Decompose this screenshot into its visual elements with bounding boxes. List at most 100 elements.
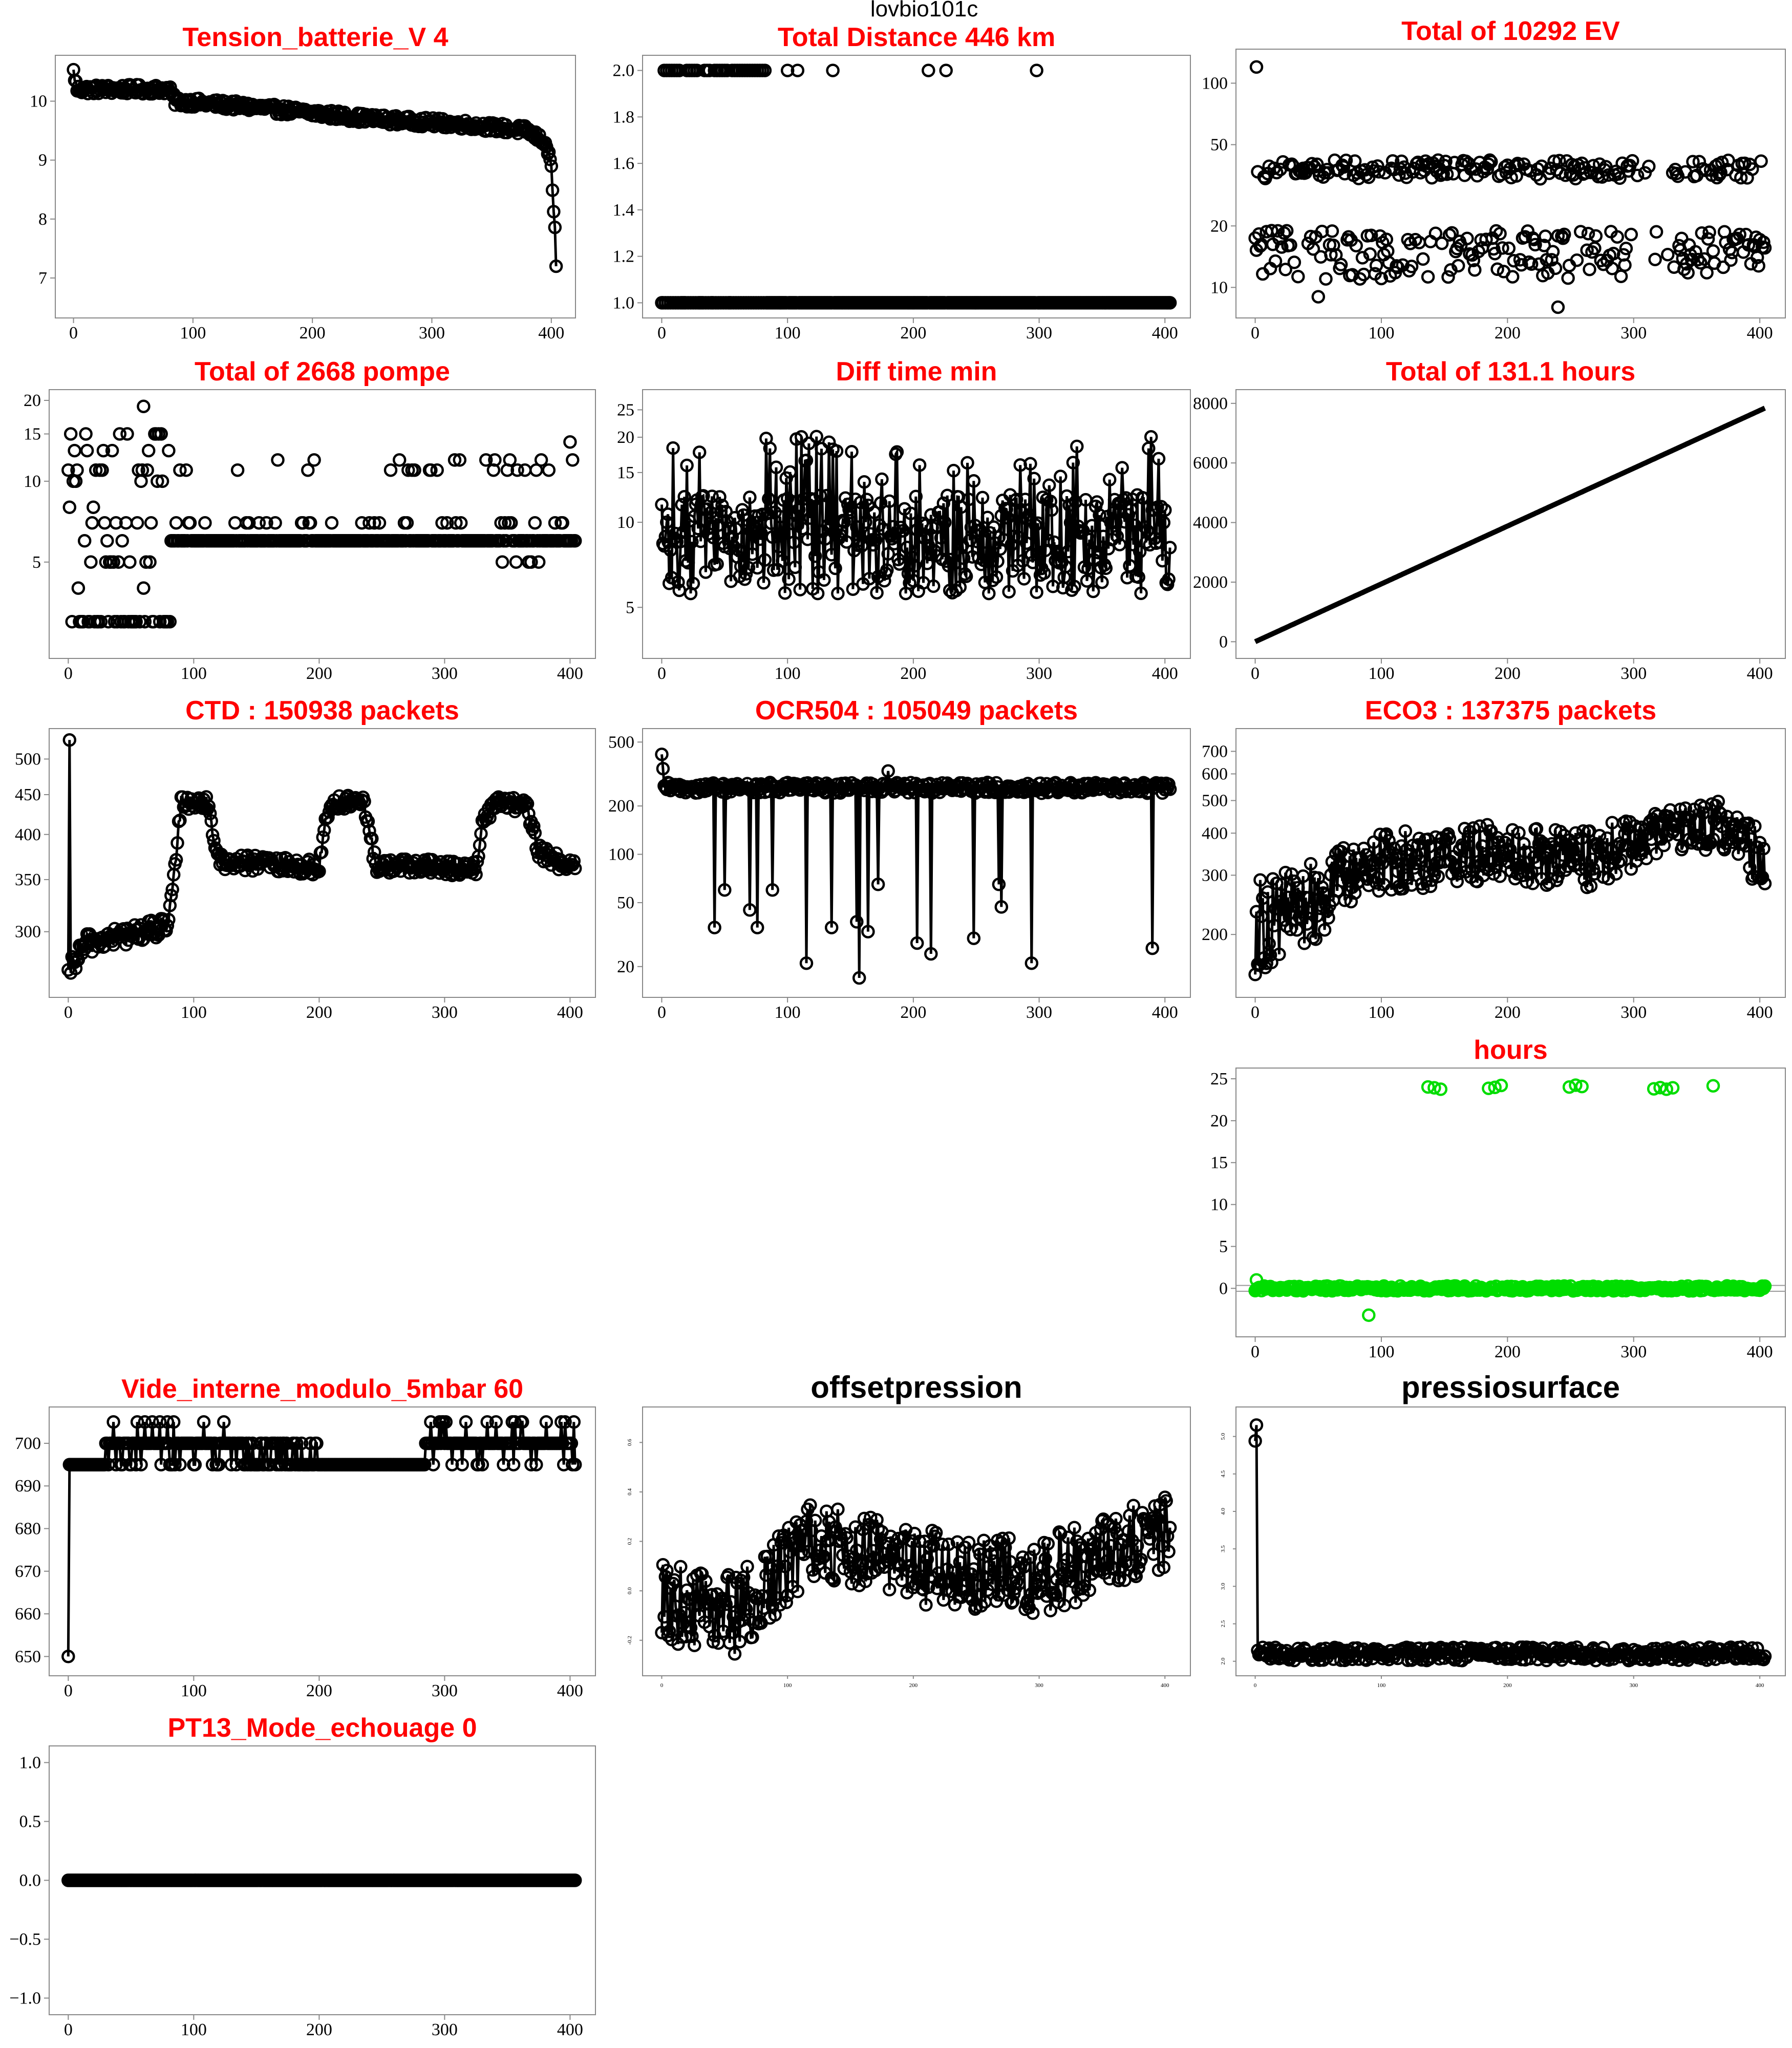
data-point [1502, 241, 1516, 255]
data-point [662, 1624, 676, 1638]
data-point [1041, 534, 1055, 547]
data-point [80, 443, 94, 458]
data-point [1137, 491, 1150, 505]
x-tick-label: 300 [1026, 664, 1052, 683]
data-point [1126, 1499, 1141, 1512]
x-tick-label: 100 [1368, 1003, 1394, 1022]
data-point [776, 554, 790, 568]
data-point [732, 543, 745, 557]
data-point [848, 1520, 863, 1534]
data-point [803, 1498, 817, 1512]
data-point [959, 569, 973, 583]
data-point [1666, 1081, 1680, 1095]
data-point [1758, 877, 1772, 890]
data-point [702, 63, 717, 77]
x-tick-label: 300 [432, 664, 458, 683]
y-tick-label: 6000 [1193, 454, 1228, 473]
data-point [1025, 548, 1039, 562]
data-point [1355, 251, 1370, 265]
chart-title: pressiosurface [1401, 1370, 1620, 1404]
data-point [779, 1595, 793, 1609]
y-tick-label: 0.6 [627, 1439, 633, 1446]
data-point [1539, 229, 1552, 243]
data-point [544, 159, 559, 173]
data-point [188, 1458, 202, 1471]
data-point [424, 463, 438, 477]
data-point [808, 549, 822, 563]
data-point [868, 533, 883, 547]
data-point [1321, 911, 1335, 925]
y-tick-label: 670 [15, 1562, 41, 1581]
data-point [1494, 1078, 1508, 1093]
data-point [762, 492, 776, 506]
data-point [967, 931, 981, 945]
x-tick-label: 100 [1368, 1342, 1394, 1361]
data-point [787, 535, 801, 549]
data-point [470, 855, 484, 869]
plot-frame [642, 55, 1191, 318]
data-point [1546, 245, 1560, 259]
data-point [365, 831, 379, 846]
data-point [224, 1458, 239, 1471]
data-point [170, 836, 184, 850]
data-point [845, 1576, 859, 1591]
x-tick-label: 200 [900, 1003, 926, 1022]
data-point [891, 1531, 905, 1546]
data-point [1032, 546, 1046, 560]
data-point [271, 453, 285, 467]
data-point [962, 1535, 976, 1549]
data-point [1741, 238, 1756, 252]
data-point [782, 572, 796, 586]
data-point [1490, 262, 1504, 276]
data-point [1132, 570, 1145, 584]
data-point [497, 1458, 510, 1471]
data-point [1287, 255, 1302, 269]
data-point [953, 580, 967, 594]
y-tick-label: 100 [1202, 74, 1228, 93]
data-point [982, 586, 996, 601]
data-point [980, 510, 995, 525]
data-point [106, 555, 120, 569]
data-point [1130, 1539, 1144, 1553]
data-point [1379, 827, 1394, 841]
data-point [724, 1595, 738, 1609]
data-point [695, 1567, 709, 1581]
data-point [1335, 874, 1349, 888]
data-point [1551, 300, 1565, 314]
data-point [1754, 154, 1768, 168]
data-point [1416, 881, 1430, 895]
data-point [1681, 813, 1695, 827]
data-point [740, 1560, 754, 1573]
data-point [160, 919, 175, 933]
x-tick-label: 400 [1747, 1003, 1773, 1022]
data-point [1404, 260, 1419, 273]
x-tick-label: 400 [557, 664, 583, 683]
data-point [882, 1583, 897, 1597]
data-point [518, 463, 532, 477]
data-point [1043, 494, 1057, 508]
data-point [754, 526, 768, 540]
data-point [1349, 239, 1363, 253]
data-point [434, 1436, 448, 1450]
data-point [850, 915, 864, 929]
data-point [549, 259, 563, 273]
data-point [793, 583, 807, 596]
data-point [974, 1599, 988, 1613]
data-point [1681, 266, 1695, 280]
data-point [138, 614, 152, 629]
data-point [1129, 1569, 1143, 1584]
data-point [1412, 831, 1426, 845]
data-point [230, 463, 245, 477]
data-point [716, 1624, 731, 1638]
data-point [1534, 159, 1549, 173]
data-point [1270, 877, 1284, 890]
y-tick-label: 25 [617, 400, 634, 419]
y-tick-label: 2.0 [613, 61, 635, 80]
data-point [1496, 241, 1509, 255]
data-point [1153, 535, 1167, 549]
data-point [303, 516, 317, 530]
data-point [1686, 155, 1700, 168]
data-point [1548, 261, 1563, 275]
y-tick-label: 4.5 [1220, 1470, 1226, 1477]
x-tick-label: 400 [1756, 1682, 1764, 1689]
